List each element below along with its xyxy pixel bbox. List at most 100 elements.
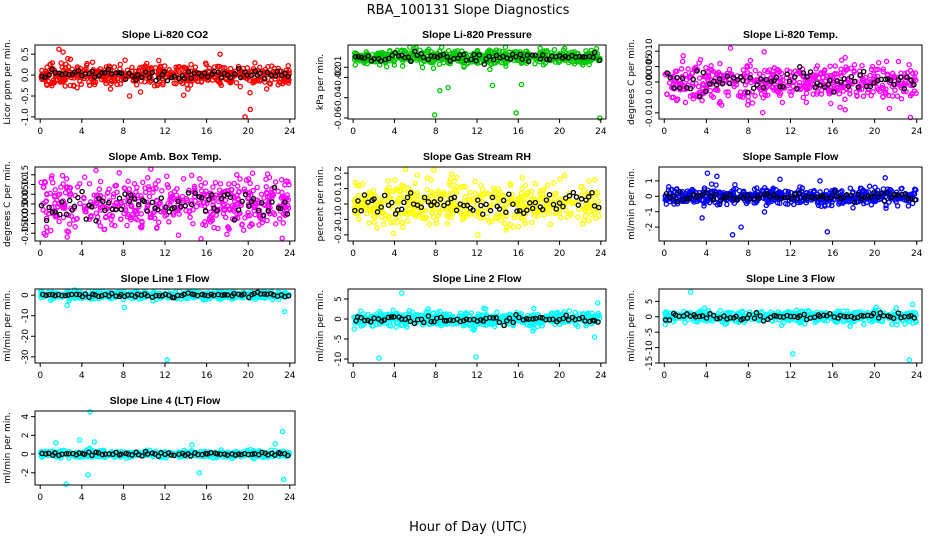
data-point	[428, 177, 434, 183]
outlier-point	[680, 53, 686, 59]
y-tick-label: 0.00	[21, 194, 31, 214]
data-point	[81, 206, 88, 212]
data-point	[247, 89, 253, 96]
reference-point	[812, 84, 818, 90]
y-tick-label: -0.04	[334, 86, 344, 110]
outlier-point	[699, 215, 705, 221]
data-point	[235, 63, 242, 70]
data-point	[52, 186, 58, 193]
data-point	[747, 63, 753, 69]
data-point	[140, 179, 146, 186]
data-point	[186, 187, 192, 194]
data-point	[761, 209, 768, 215]
scatter-points	[351, 290, 603, 361]
x-tick-label: 4	[703, 127, 709, 137]
data-point	[870, 71, 877, 77]
reference-point	[57, 211, 63, 218]
data-point	[752, 67, 759, 74]
reference-point	[113, 206, 119, 213]
data-point	[842, 96, 848, 103]
data-point	[142, 185, 148, 191]
data-point	[154, 82, 161, 89]
data-point	[48, 80, 54, 87]
data-point	[872, 184, 878, 191]
reference-point	[490, 56, 497, 63]
data-point	[247, 212, 253, 219]
reference-point	[500, 197, 507, 204]
reference-point	[163, 204, 169, 211]
data-point	[65, 229, 72, 235]
data-point	[217, 180, 224, 187]
data-point	[910, 76, 917, 83]
outlier-point	[727, 45, 734, 51]
data-point	[557, 214, 564, 221]
reference-point	[139, 74, 145, 81]
reference-point	[740, 77, 746, 84]
data-point	[436, 48, 443, 55]
reference-point	[706, 81, 713, 87]
data-point	[404, 218, 411, 224]
data-point	[663, 201, 670, 207]
data-point	[531, 305, 537, 312]
data-point	[228, 186, 235, 193]
data-point	[68, 213, 75, 219]
data-point	[868, 92, 874, 99]
data-point	[762, 67, 768, 74]
data-point	[690, 93, 697, 99]
reference-point	[146, 74, 153, 81]
data-point	[576, 206, 582, 213]
reference-point	[589, 189, 595, 196]
data-point	[192, 64, 199, 70]
reference-point	[43, 217, 50, 224]
x-tick-label: 0	[661, 127, 667, 137]
data-point	[744, 64, 751, 70]
reference-point	[75, 68, 82, 74]
data-point	[230, 193, 237, 200]
data-point	[394, 320, 400, 326]
data-point	[62, 83, 68, 89]
outlier-point	[594, 300, 601, 306]
data-point	[216, 198, 222, 205]
data-point	[695, 83, 702, 90]
data-point	[61, 204, 67, 210]
data-point	[555, 59, 562, 66]
x-tick-label: 24	[284, 371, 296, 381]
reference-point	[232, 71, 238, 77]
data-point	[104, 190, 111, 196]
data-point	[860, 93, 867, 100]
x-tick-label: 16	[513, 249, 525, 259]
data-point	[578, 184, 584, 190]
reference-point	[480, 211, 486, 217]
reference-point	[250, 196, 257, 202]
data-point	[911, 191, 918, 197]
data-point	[765, 92, 771, 98]
reference-point	[579, 54, 586, 60]
reference-point	[700, 69, 707, 76]
data-point	[284, 192, 291, 198]
outlier-point	[513, 110, 519, 116]
reference-point	[131, 196, 138, 202]
data-point	[724, 201, 730, 208]
data-point	[883, 86, 889, 92]
data-point	[263, 86, 270, 92]
data-point	[128, 203, 135, 210]
data-point	[581, 217, 587, 224]
outlier-point	[64, 302, 70, 309]
scatter-points	[662, 170, 919, 238]
data-point	[672, 68, 679, 75]
reference-point	[478, 202, 484, 209]
reference-point	[578, 196, 585, 202]
reference-point	[89, 68, 96, 75]
data-point	[60, 181, 67, 187]
data-point	[528, 188, 535, 195]
data-point	[701, 203, 707, 209]
data-point	[202, 222, 209, 228]
data-point	[201, 200, 207, 206]
reference-point	[405, 54, 412, 60]
data-point	[461, 64, 467, 70]
reference-point	[258, 200, 265, 206]
data-point	[131, 181, 138, 187]
data-point	[803, 90, 810, 97]
